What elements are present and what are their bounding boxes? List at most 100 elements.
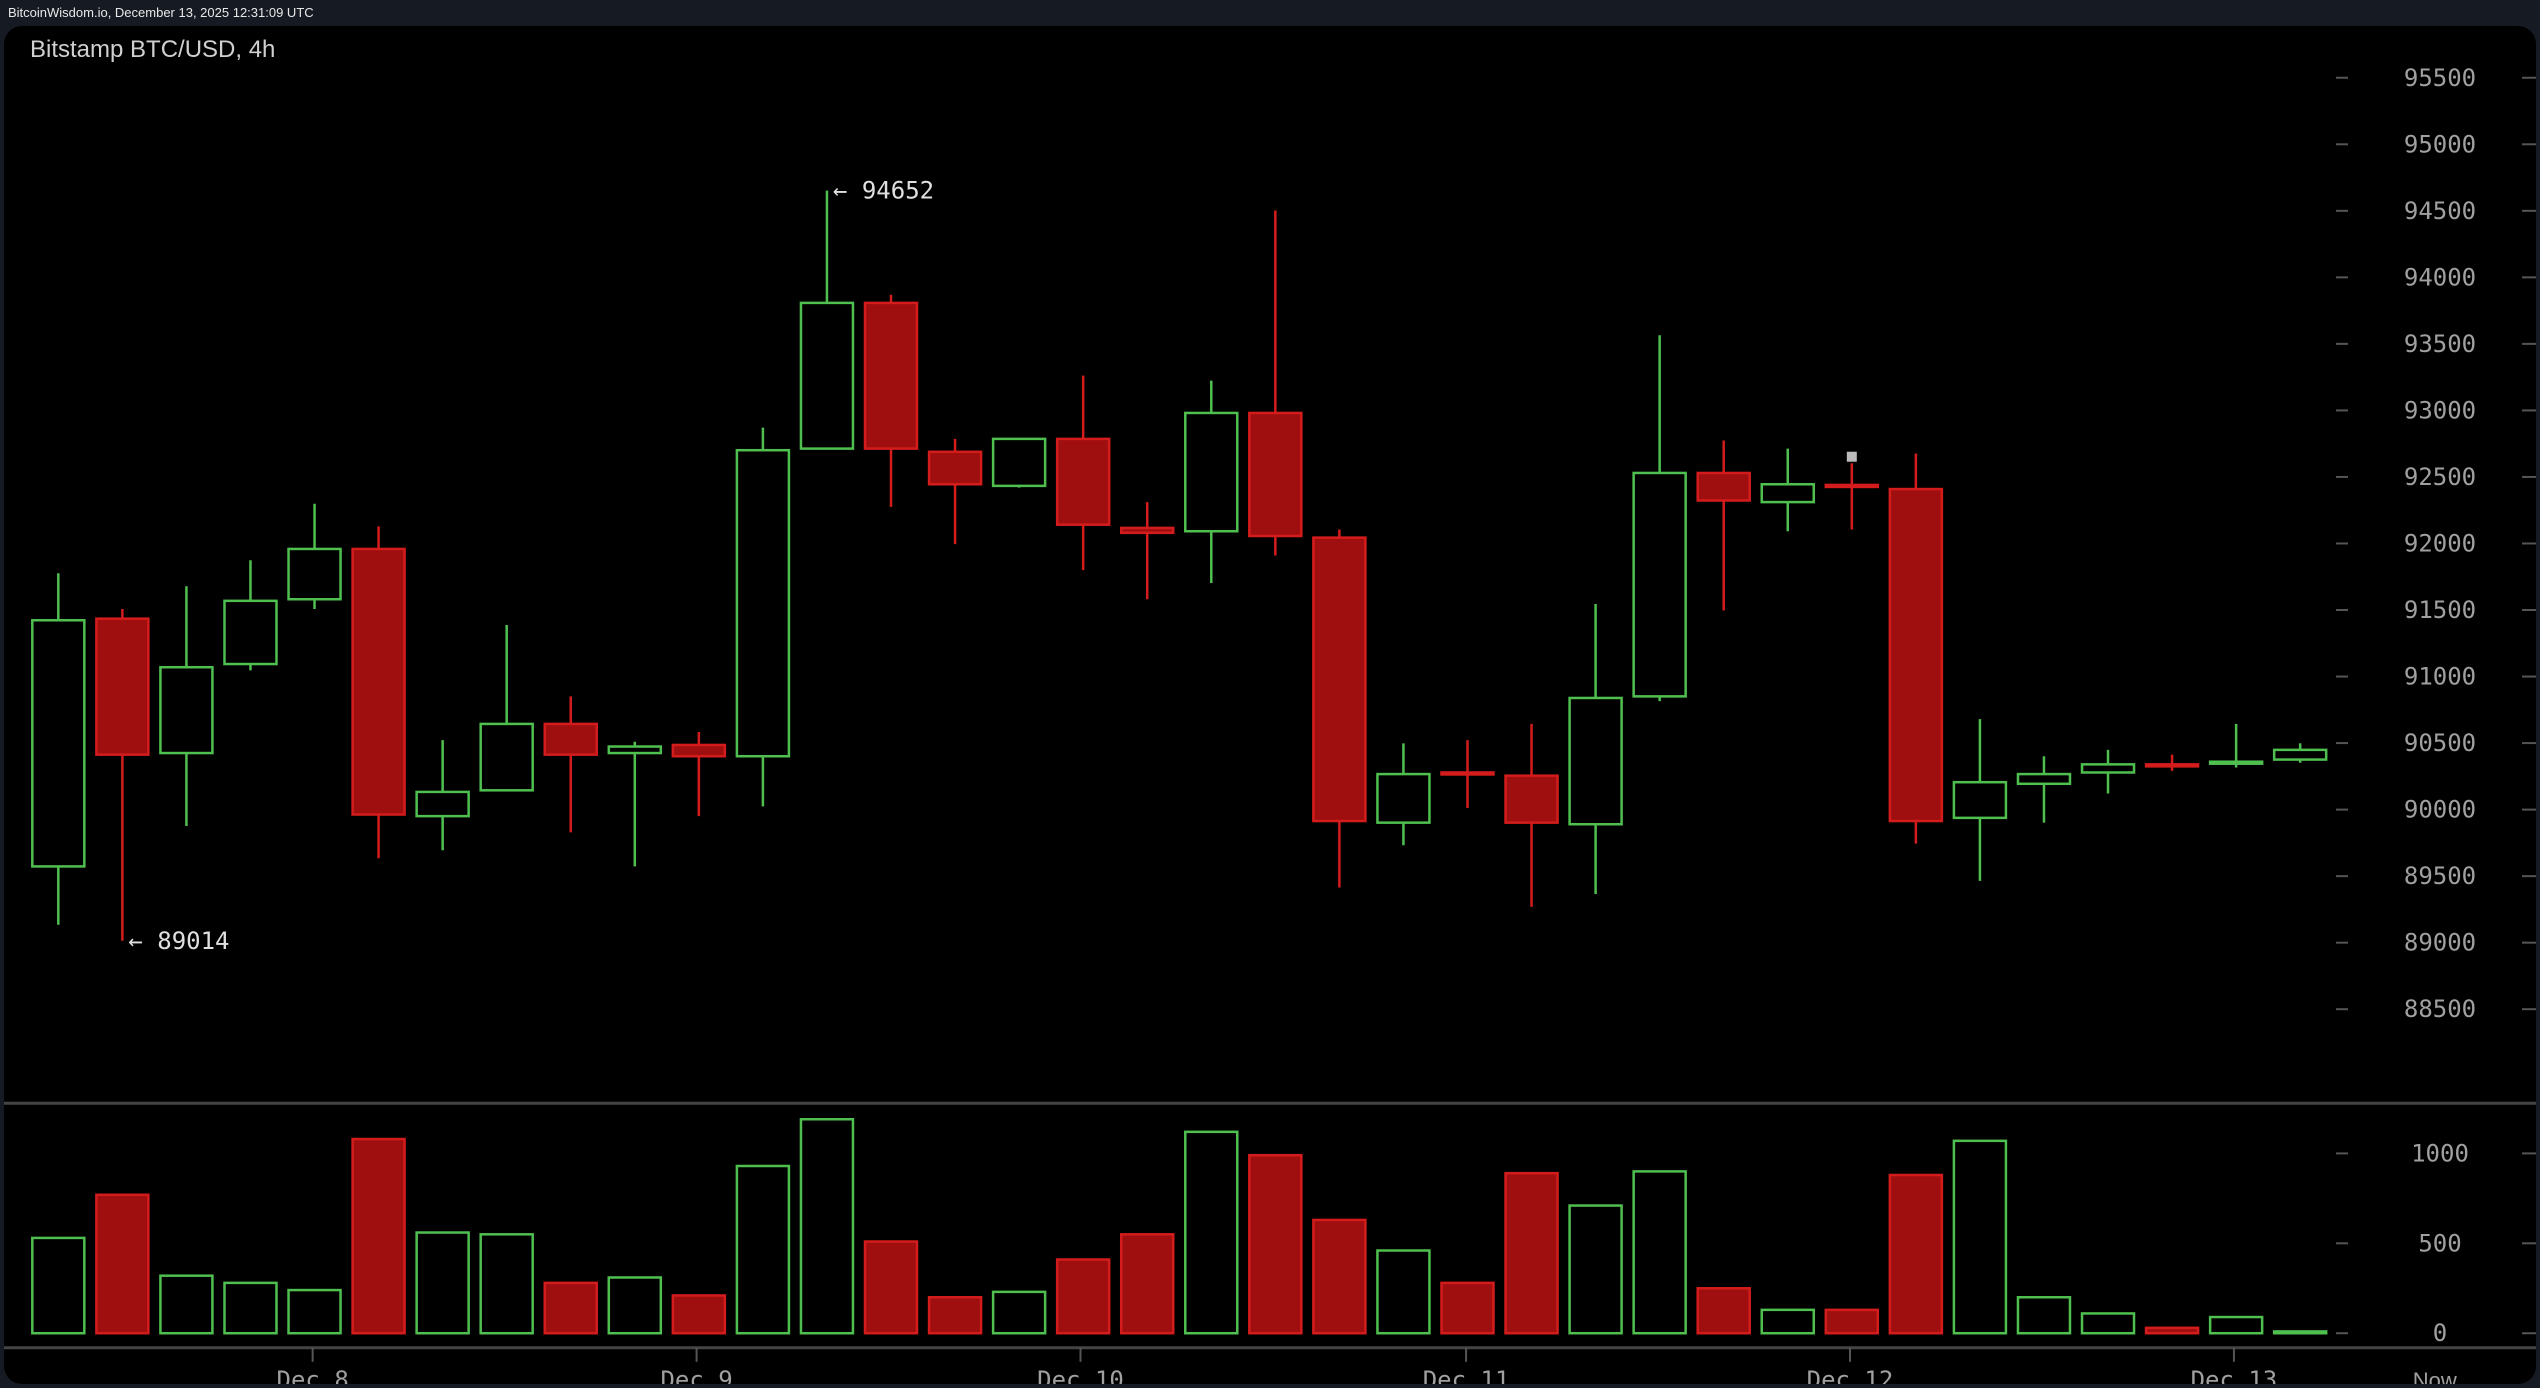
- volume-tick-label: 1000: [2411, 1139, 2469, 1167]
- low-annotation: ← 89014: [128, 927, 229, 955]
- x-tick-label: Dec 12: [1807, 1366, 1894, 1384]
- x-tick-label: Dec 9: [660, 1366, 732, 1384]
- volume-bar: [863, 1240, 919, 1335]
- volume-bar: [2144, 1326, 2200, 1335]
- candle-body[interactable]: [1760, 483, 1816, 504]
- y-tick-label: 92000: [2404, 529, 2476, 557]
- candle-body[interactable]: [2272, 748, 2328, 761]
- y-tick-label: 88500: [2404, 995, 2476, 1023]
- volume-bar: [415, 1231, 470, 1335]
- candle-body[interactable]: [1568, 696, 1623, 826]
- y-tick-label: 94000: [2404, 263, 2476, 291]
- volume-bar: [159, 1274, 214, 1335]
- volume-bar: [1440, 1281, 1495, 1335]
- candle-body[interactable]: [479, 722, 534, 792]
- volume-bar: [31, 1236, 86, 1335]
- source-timestamp: BitcoinWisdom.io, December 13, 2025 12:3…: [8, 5, 314, 20]
- candle-body[interactable]: [863, 301, 919, 450]
- candle-body[interactable]: [95, 617, 150, 756]
- volume-bar: [1824, 1308, 1880, 1335]
- volume-bar: [1504, 1171, 1559, 1335]
- volume-bar: [2272, 1330, 2328, 1335]
- volume-bar: [2016, 1296, 2072, 1335]
- volume-bar: [543, 1281, 598, 1335]
- y-tick-label: 92500: [2404, 463, 2476, 491]
- volume-bar: [223, 1281, 278, 1335]
- candle-body[interactable]: [799, 301, 855, 450]
- candle-body[interactable]: [415, 790, 470, 818]
- volume-bar: [799, 1117, 855, 1335]
- y-tick-label: 89500: [2404, 862, 2476, 890]
- volume-bar: [1696, 1287, 1751, 1335]
- candle-body[interactable]: [543, 722, 598, 756]
- volume-bar: [1119, 1233, 1175, 1335]
- volume-bar: [1632, 1170, 1687, 1335]
- candle-body[interactable]: [1440, 771, 1495, 776]
- volume-bar: [671, 1294, 727, 1335]
- candle-body[interactable]: [607, 745, 663, 755]
- candle-body[interactable]: [1312, 536, 1367, 823]
- volume-bar: [1376, 1249, 1431, 1335]
- now-label: Now: [2413, 1368, 2457, 1384]
- x-tick-label: Dec 8: [277, 1366, 349, 1384]
- high-annotation: ← 94652: [833, 177, 934, 205]
- volume-tick-label: 500: [2418, 1229, 2461, 1257]
- candle-body[interactable]: [2016, 772, 2072, 786]
- candle-body[interactable]: [1055, 437, 1111, 526]
- candlestick-chart[interactable]: 88500 89000 89500 90000 90500 91000 91500 92000…: [4, 26, 2536, 1384]
- chart-panel[interactable]: 88500 89000 89500 90000 90500 91000 91500 92000…: [4, 26, 2536, 1384]
- y-tick-label: 89000: [2404, 929, 2476, 957]
- candle-body[interactable]: [31, 619, 86, 868]
- volume-bar: [1184, 1130, 1239, 1335]
- volume-bar: [927, 1296, 983, 1335]
- volume-bar: [351, 1137, 406, 1335]
- y-tick-label: 93500: [2404, 330, 2476, 358]
- candle-body[interactable]: [287, 547, 342, 601]
- volume-bar: [735, 1164, 791, 1335]
- y-tick-label: 91500: [2404, 596, 2476, 624]
- volume-bar: [287, 1288, 342, 1335]
- chart-title: Bitstamp BTC/USD, 4h: [30, 36, 276, 63]
- candle-body[interactable]: [735, 448, 791, 758]
- volume-bar: [2208, 1315, 2264, 1335]
- candle-body[interactable]: [1184, 411, 1239, 533]
- candle-body[interactable]: [1119, 526, 1175, 535]
- candle-body[interactable]: [1376, 772, 1431, 824]
- candle-body[interactable]: [1248, 411, 1303, 538]
- candle-body[interactable]: [1696, 471, 1751, 502]
- y-tick-label: 94500: [2404, 197, 2476, 225]
- volume-bar: [1888, 1173, 1944, 1335]
- volume-bar: [1248, 1153, 1303, 1335]
- candle-body[interactable]: [2208, 760, 2264, 765]
- candle-body[interactable]: [1824, 483, 1880, 489]
- y-tick-label: 95000: [2404, 130, 2476, 158]
- volume-bar: [2080, 1312, 2136, 1335]
- candle-body[interactable]: [1632, 471, 1687, 698]
- candle-body[interactable]: [1952, 780, 2008, 820]
- candle-body[interactable]: [671, 743, 727, 758]
- y-tick-label: 90000: [2404, 796, 2476, 824]
- candle-body[interactable]: [927, 450, 983, 486]
- volume-bar: [95, 1193, 150, 1335]
- volume-bar: [1055, 1258, 1111, 1335]
- x-tick-label: Dec 10: [1037, 1366, 1124, 1384]
- volume-bar: [1760, 1308, 1816, 1335]
- candle-body[interactable]: [351, 547, 406, 816]
- candle-body[interactable]: [1888, 487, 1944, 823]
- candle-body[interactable]: [159, 665, 214, 755]
- candle-body[interactable]: [2144, 763, 2200, 768]
- y-tick-label: 95500: [2404, 64, 2476, 92]
- y-tick-label: 93000: [2404, 396, 2476, 424]
- volume-bar: [1568, 1204, 1623, 1335]
- volume-bar: [991, 1290, 1047, 1335]
- volume-tick-label: 0: [2433, 1319, 2447, 1347]
- candle-body[interactable]: [223, 599, 278, 666]
- volume-bar: [1952, 1139, 2008, 1335]
- y-tick-label: 90500: [2404, 729, 2476, 757]
- candle-body[interactable]: [1504, 774, 1559, 824]
- volume-bar: [1312, 1218, 1367, 1335]
- volume-bar: [607, 1276, 663, 1335]
- candle-body[interactable]: [991, 437, 1047, 488]
- volume-bar: [479, 1233, 534, 1335]
- candle-body[interactable]: [2080, 763, 2136, 774]
